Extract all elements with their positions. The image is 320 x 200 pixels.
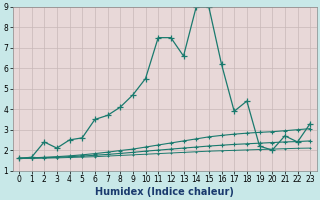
X-axis label: Humidex (Indice chaleur): Humidex (Indice chaleur) [95,187,234,197]
